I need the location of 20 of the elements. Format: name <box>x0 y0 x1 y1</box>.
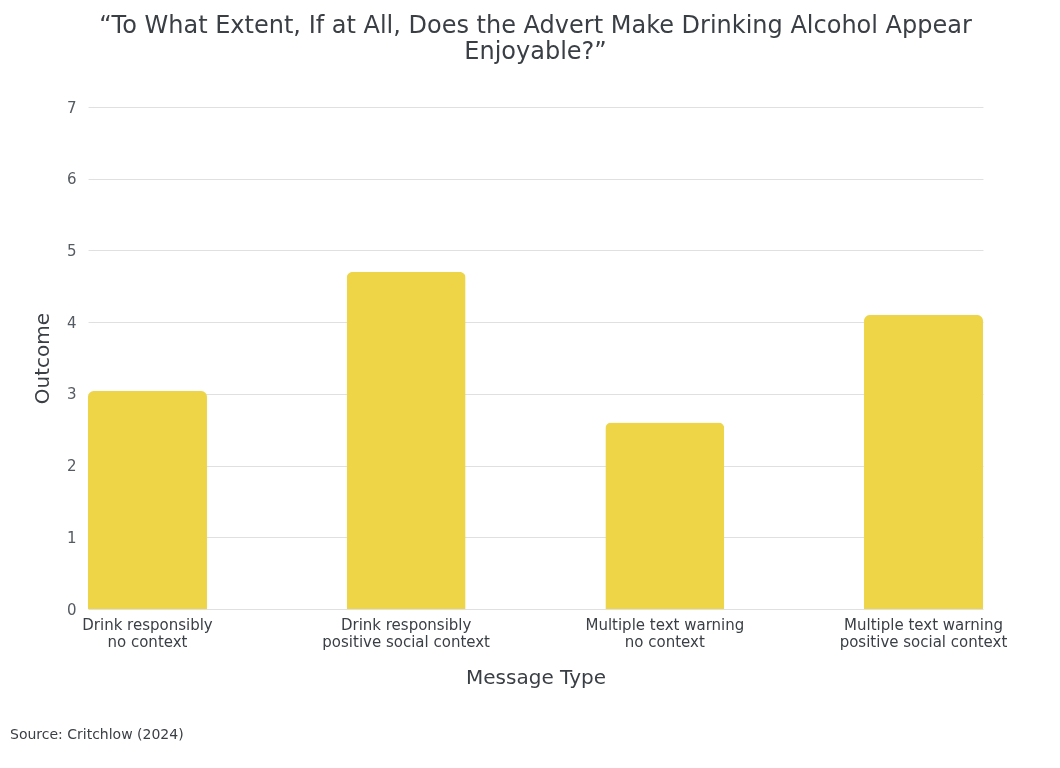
x-tick-label: Multiple text warning positive social context <box>839 615 1008 651</box>
y-tick-label: 6 <box>66 170 77 189</box>
y-tick-label: 1 <box>66 528 77 547</box>
x-tick-label: Multiple text warning no context <box>585 615 745 651</box>
bar <box>88 390 207 609</box>
y-tick-label: 7 <box>66 98 77 117</box>
source-note: Source: Critchlow (2024) <box>10 726 184 742</box>
x-tick-label: Drink responsibly no context <box>82 615 213 651</box>
bar <box>864 314 983 609</box>
y-tick-label: 2 <box>66 457 77 476</box>
y-tick-label: 3 <box>66 385 77 404</box>
x-tick-label: Drink responsibly positive social context <box>322 615 491 651</box>
bar <box>605 422 725 609</box>
x-axis-title: Message Type <box>466 664 606 689</box>
bar <box>346 271 466 609</box>
chart-title: “To What Extent, If at All, Does the Advert Make Drinking Alcohol Appear Enjoyable?” <box>99 11 972 65</box>
y-tick-label: 4 <box>66 313 77 332</box>
y-tick-label: 5 <box>66 241 77 260</box>
y-axis-title: Outcome <box>29 312 54 405</box>
y-tick-label: 0 <box>66 600 77 619</box>
